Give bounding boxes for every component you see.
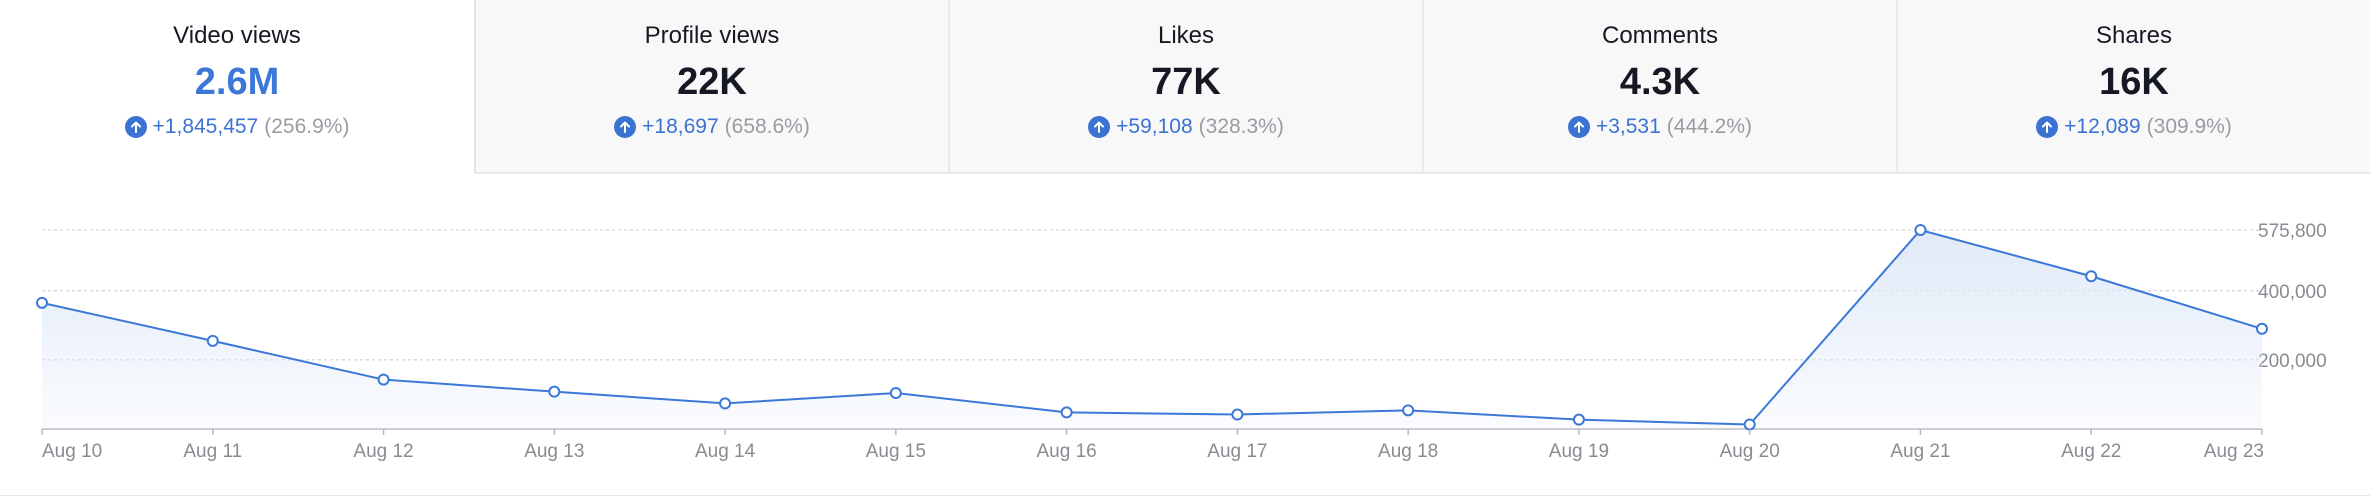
- data-point: [1572, 413, 1585, 426]
- arrow-up-circle-icon: [1088, 116, 1111, 138]
- x-tick-label: Aug 21: [1890, 441, 1950, 462]
- x-tick-label: Aug 11: [183, 441, 242, 462]
- metric-percent: (444.2%): [1666, 115, 1753, 138]
- arrow-up-circle-icon: [2036, 116, 2059, 138]
- metric-label: Profile views: [644, 22, 780, 49]
- x-tick-label: Aug 16: [1036, 441, 1096, 462]
- metric-tab-profile-views[interactable]: Profile views 22K +18,697 (658.6%): [474, 0, 948, 174]
- y-tick-label: 400,000: [2258, 282, 2327, 303]
- data-point: [1914, 224, 1927, 236]
- metric-delta: +1,845,457: [152, 115, 259, 138]
- metric-delta: +12,089: [2064, 115, 2141, 138]
- chart-canvas: 575,800 400,000 200,000 Aug 10 Aug 11 Aug 12 A…: [36, 221, 2327, 462]
- metric-value: 4.3K: [1619, 61, 1701, 103]
- metric-label: Comments: [1601, 22, 1719, 49]
- metric-change: +12,089 (309.9%): [1898, 114, 2370, 140]
- data-point: [1231, 408, 1244, 421]
- arrow-up-circle-icon: [1567, 116, 1590, 138]
- metric-label: Video views: [173, 22, 301, 49]
- arrow-up-circle-icon: [124, 116, 147, 138]
- metric-percent: (309.9%): [2146, 115, 2232, 138]
- metric-tabs: Video views 2.6M +1,845,457 (256.9%) Pro…: [0, 0, 2370, 174]
- data-point: [889, 387, 902, 400]
- data-point: [206, 334, 219, 347]
- metric-percent: (658.6%): [724, 115, 810, 138]
- x-tick-label: Aug 23: [2204, 441, 2264, 462]
- data-point: [36, 296, 48, 309]
- metric-tab-likes[interactable]: Likes 77K +59,108 (328.3%): [948, 0, 1422, 174]
- metric-tab-video-views[interactable]: Video views 2.6M +1,845,457 (256.9%): [0, 0, 474, 174]
- metric-delta: +59,108: [1116, 115, 1193, 138]
- y-tick-label: 200,000: [2258, 351, 2327, 372]
- data-point: [377, 373, 390, 386]
- x-tick-label: Aug 13: [524, 441, 584, 462]
- metric-value: 77K: [1151, 61, 1221, 103]
- metric-value: 2.6M: [194, 61, 280, 103]
- data-point: [2256, 322, 2268, 335]
- series-line: [41, 228, 2263, 426]
- data-point: [2085, 270, 2098, 283]
- x-tick-label: Aug 18: [1378, 441, 1438, 462]
- arrow-up-circle-icon: [614, 116, 637, 138]
- data-point: [548, 385, 561, 398]
- metric-delta: +18,697: [642, 115, 719, 138]
- metric-change: +1,845,457 (256.9%): [0, 114, 474, 140]
- video-views-chart: 575,800 400,000 200,000 Aug 10 Aug 11 Aug 12 A…: [0, 190, 2370, 480]
- metric-tab-comments[interactable]: Comments 4.3K +3,531 (444.2%): [1422, 0, 1896, 174]
- y-tick-label: 575,800: [2258, 221, 2327, 242]
- x-tick-label: Aug 17: [1207, 441, 1267, 462]
- x-tick-label: Aug 10: [42, 441, 102, 462]
- data-point: [719, 397, 732, 410]
- x-tick-label: Aug 19: [1549, 441, 1609, 462]
- x-tick-label: Aug 12: [353, 441, 413, 462]
- metric-change: +18,697 (658.6%): [476, 114, 948, 140]
- metric-label: Shares: [2095, 22, 2173, 49]
- metric-label: Likes: [1157, 22, 1215, 49]
- metric-tab-shares[interactable]: Shares 16K +12,089 (309.9%): [1896, 0, 2370, 174]
- data-point: [1060, 406, 1073, 419]
- metric-change: +3,531 (444.2%): [1424, 114, 1896, 140]
- data-point: [1743, 418, 1756, 431]
- x-tick-label: Aug 22: [2061, 441, 2121, 462]
- metric-value: 22K: [677, 61, 747, 103]
- data-point: [1402, 404, 1415, 417]
- x-tick-label: Aug 15: [866, 441, 926, 462]
- metric-delta: +3,531: [1595, 115, 1661, 138]
- x-tick-label: Aug 20: [1720, 441, 1780, 462]
- metric-change: +59,108 (328.3%): [950, 114, 1422, 140]
- metric-percent: (328.3%): [1198, 115, 1284, 138]
- x-tick-label: Aug 14: [695, 441, 756, 462]
- metric-percent: (256.9%): [264, 115, 350, 138]
- series-area: [42, 230, 2262, 429]
- metric-value: 16K: [2099, 61, 2169, 103]
